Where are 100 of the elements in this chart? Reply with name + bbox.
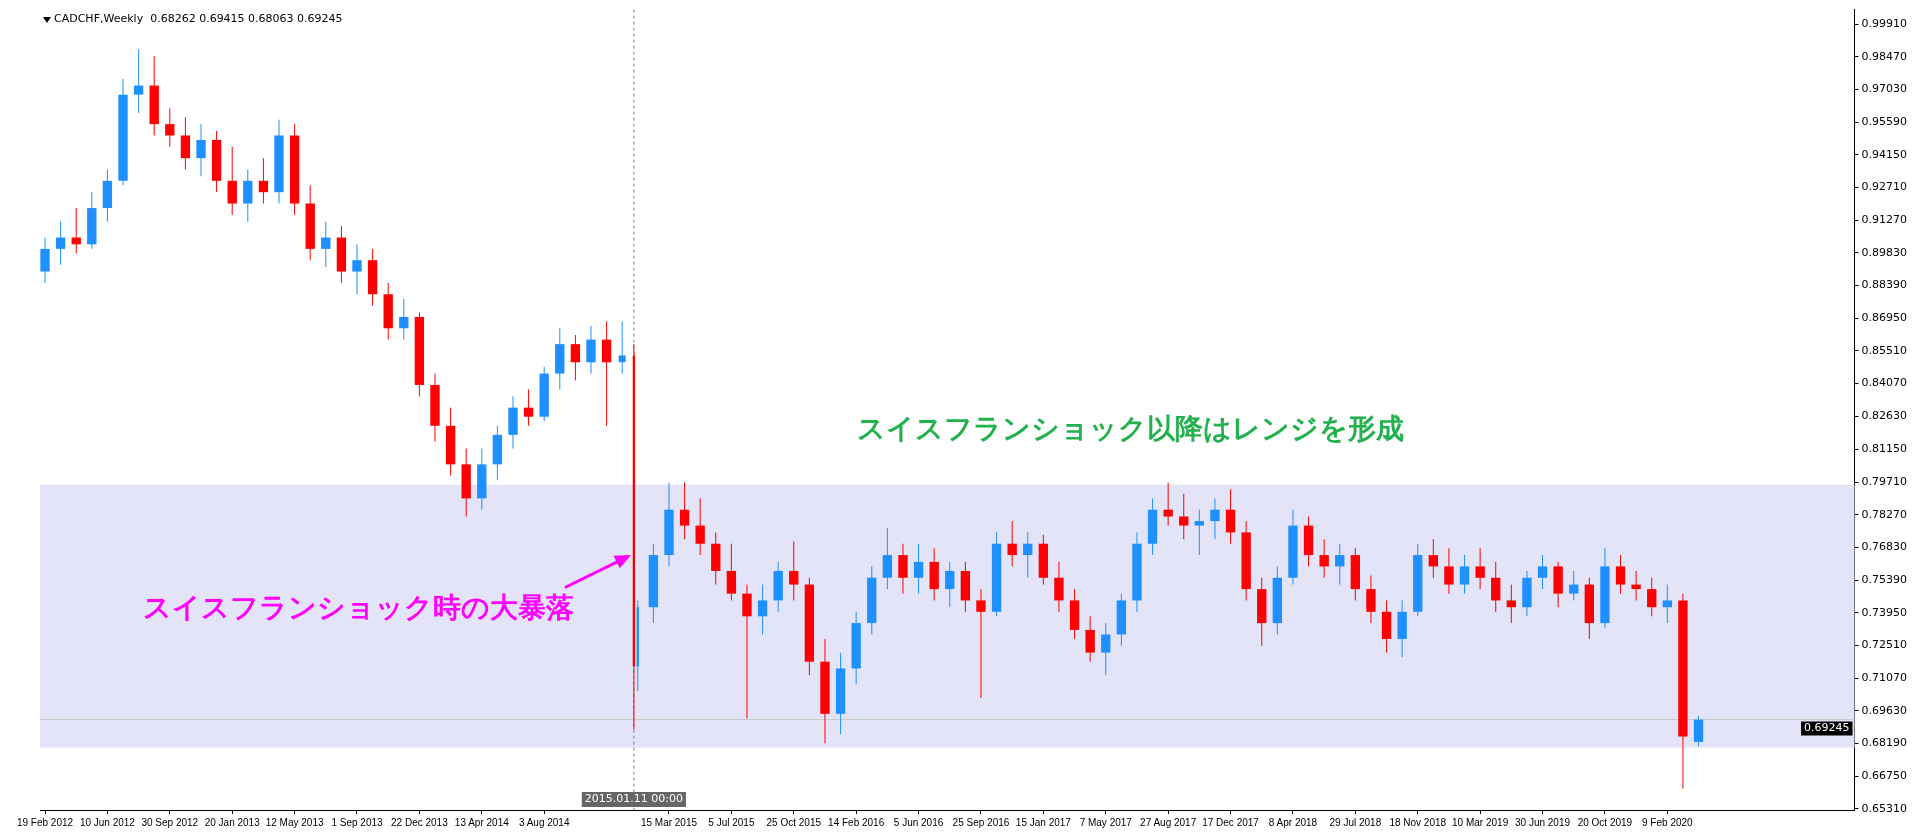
candlestick bbox=[180, 116, 191, 170]
candlestick bbox=[523, 389, 534, 427]
y-tick-label: 0.73950 bbox=[1861, 605, 1908, 619]
candlestick bbox=[1491, 561, 1501, 613]
candlestick bbox=[1335, 543, 1345, 586]
y-tick-label: 0.72510 bbox=[1861, 638, 1908, 652]
x-tick-label: 7 May 2017 bbox=[1079, 816, 1133, 828]
y-tick-label: 0.79710 bbox=[1861, 475, 1908, 489]
x-tick-label: 17 Dec 2017 bbox=[1202, 816, 1260, 828]
candlestick bbox=[695, 497, 705, 556]
y-tick-label: 0.78270 bbox=[1861, 507, 1908, 521]
candlestick bbox=[1210, 497, 1220, 540]
candlestick bbox=[945, 561, 955, 608]
y-tick-label: 0.85510 bbox=[1861, 343, 1908, 357]
candlestick bbox=[227, 146, 237, 216]
candlestick bbox=[1647, 577, 1657, 617]
y-tick-label: 0.86950 bbox=[1861, 310, 1908, 324]
candlestick bbox=[399, 298, 409, 341]
candlestick bbox=[913, 543, 924, 595]
candlestick bbox=[1163, 481, 1173, 527]
candlestick bbox=[1054, 561, 1064, 613]
candlestick bbox=[679, 481, 690, 540]
candlestick bbox=[618, 320, 626, 375]
y-tick-label: 0.92710 bbox=[1861, 180, 1908, 194]
y-tick-label: 0.98470 bbox=[1861, 49, 1908, 63]
y-tick-label: 0.97030 bbox=[1861, 82, 1908, 96]
x-tick-label: 3 Aug 2014 bbox=[518, 816, 570, 828]
candlestick bbox=[1225, 488, 1236, 545]
candlestick bbox=[133, 48, 144, 114]
x-tick-label: 20 Oct 2019 bbox=[1577, 816, 1633, 828]
candlestick bbox=[352, 243, 362, 295]
x-tick-label: 27 Aug 2017 bbox=[1140, 816, 1197, 828]
candlestick bbox=[1428, 538, 1439, 579]
x-tick-label: 20 Jan 2013 bbox=[204, 816, 261, 828]
y-tick-label: 0.76830 bbox=[1861, 540, 1908, 554]
candlestick bbox=[243, 169, 253, 223]
candlestick bbox=[1319, 538, 1329, 579]
x-tick-label: 25 Sep 2016 bbox=[952, 816, 1010, 828]
x-tick-label: 25 Oct 2015 bbox=[766, 816, 822, 828]
x-tick-label: 8 Apr 2018 bbox=[1268, 816, 1318, 828]
y-tick-label: 0.89830 bbox=[1861, 245, 1908, 259]
candlestick bbox=[1693, 715, 1704, 747]
x-tick-label: 15 Mar 2015 bbox=[640, 816, 698, 828]
x-tick-label: 9 Feb 2020 bbox=[1642, 816, 1694, 828]
candlestick bbox=[1101, 622, 1111, 676]
x-tick-label: 10 Mar 2019 bbox=[1452, 816, 1509, 828]
y-tick-label: 0.88390 bbox=[1861, 278, 1908, 292]
x-tick-label: 5 Jul 2015 bbox=[708, 816, 755, 828]
x-tick-label: 10 Jun 2012 bbox=[79, 816, 136, 828]
y-tick-label: 0.66750 bbox=[1861, 769, 1908, 783]
candlestick bbox=[742, 584, 752, 719]
y-tick-label: 0.99910 bbox=[1861, 16, 1908, 30]
candlestick bbox=[55, 221, 66, 266]
x-tick-label: 22 Dec 2013 bbox=[391, 816, 449, 828]
y-tick-label: 0.69630 bbox=[1861, 703, 1908, 717]
candlestick bbox=[586, 325, 596, 375]
y-tick-label: 0.81150 bbox=[1861, 442, 1908, 456]
candlestick bbox=[1475, 547, 1485, 590]
x-tick-label: 18 Nov 2018 bbox=[1389, 816, 1447, 828]
candlestick bbox=[898, 543, 908, 595]
chart-title: CADCHF,Weekly 0.68262 0.69415 0.68063 0.69245 bbox=[54, 11, 343, 25]
y-tick-label: 0.95590 bbox=[1861, 114, 1908, 128]
candlestick bbox=[1537, 554, 1548, 590]
x-tick-label: 30 Sep 2012 bbox=[141, 816, 199, 828]
candlestick bbox=[1366, 574, 1376, 624]
x-tick-label: 15 Jan 2017 bbox=[1015, 816, 1072, 828]
y-tick-label: 0.94150 bbox=[1861, 147, 1908, 161]
ref-line-label: 2015.01.11 00:00 bbox=[584, 792, 683, 806]
candlestick bbox=[1506, 584, 1517, 624]
x-tick-label: 12 May 2013 bbox=[265, 816, 324, 828]
candlestick bbox=[1023, 531, 1033, 579]
candlestick bbox=[165, 107, 175, 148]
candlestick bbox=[976, 588, 986, 699]
y-tick-label: 0.91270 bbox=[1861, 212, 1908, 226]
x-tick-label: 13 Apr 2014 bbox=[454, 816, 510, 828]
x-tick-label: 29 Jul 2018 bbox=[1329, 816, 1382, 828]
candlestick bbox=[757, 584, 768, 635]
candlestick bbox=[40, 237, 50, 284]
candlestick bbox=[789, 540, 799, 601]
y-tick-label: 0.84070 bbox=[1861, 376, 1908, 390]
ref-line-label: 0.69245 bbox=[1804, 721, 1850, 735]
x-tick-label: 14 Feb 2016 bbox=[828, 816, 885, 828]
candlestick bbox=[1194, 509, 1205, 556]
candlestick bbox=[258, 157, 269, 205]
x-tick-label: 19 Feb 2012 bbox=[16, 816, 74, 828]
candlestick bbox=[1085, 615, 1095, 663]
candlestick bbox=[1459, 554, 1470, 595]
y-tick-label: 0.71070 bbox=[1861, 671, 1908, 685]
candlestick bbox=[1569, 570, 1579, 601]
x-tick-label: 30 Jun 2019 bbox=[1515, 816, 1571, 828]
candlestick bbox=[1444, 547, 1454, 595]
candlestick bbox=[1662, 584, 1672, 624]
candlestick bbox=[1615, 554, 1626, 595]
candlestick bbox=[1007, 520, 1017, 567]
annotation: スイスフランショック時の大暴落 bbox=[142, 591, 574, 625]
candlestick bbox=[726, 543, 737, 601]
candlestick bbox=[1631, 570, 1641, 601]
candlestick bbox=[570, 334, 581, 381]
y-tick-label: 0.65310 bbox=[1861, 801, 1908, 815]
candlestick bbox=[1179, 493, 1189, 540]
